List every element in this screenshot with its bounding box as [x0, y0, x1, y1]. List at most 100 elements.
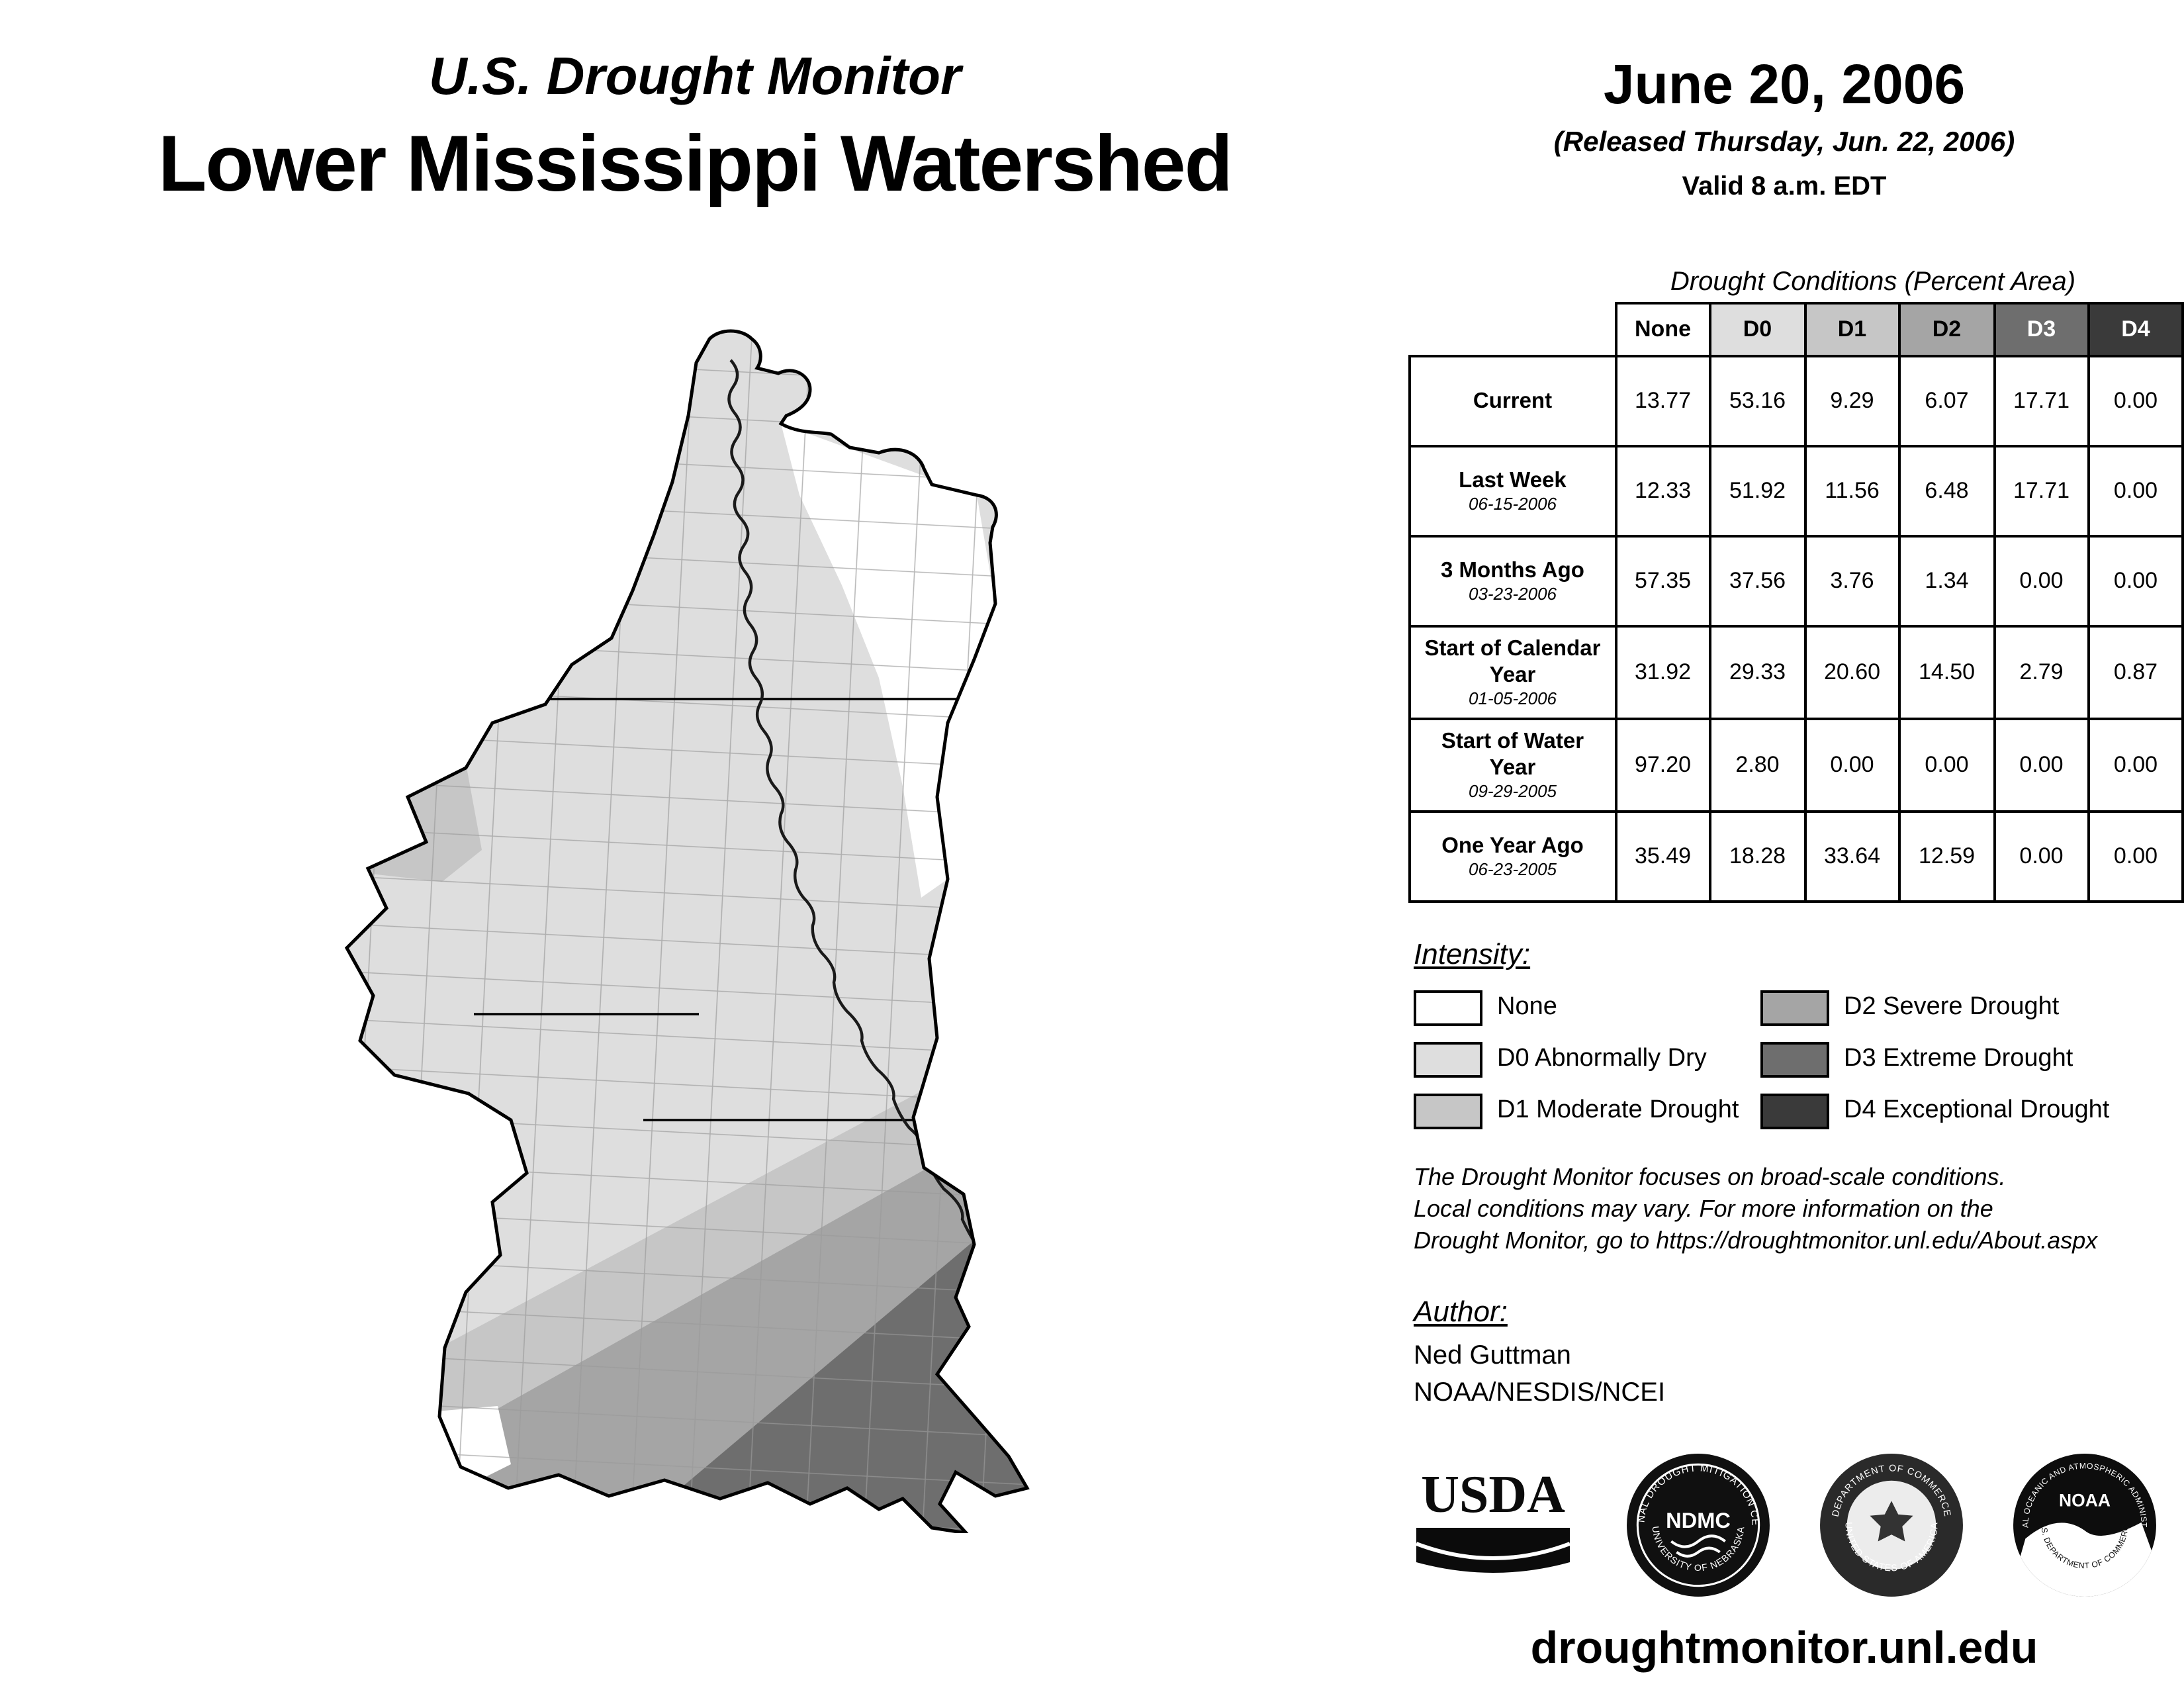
col-header-d0: D0: [1709, 302, 1806, 357]
usda-swoosh: [1416, 1528, 1570, 1573]
page-title: Lower Mississippi Watershed: [158, 119, 1233, 208]
legend-swatch-none: [1414, 990, 1482, 1025]
row-label: Start of Water Year 09-29-2005: [1408, 718, 1617, 813]
mississippi-river: [727, 359, 1027, 1402]
table-cell: 0.00: [2087, 355, 2184, 447]
table-cell: 29.33: [1709, 625, 1806, 720]
table-cell: 0.87: [2087, 625, 2184, 720]
legend-swatch-d3: [1760, 1041, 1829, 1077]
release-date: (Released Thursday, Jun. 22, 2006): [1553, 127, 2015, 158]
col-header-d1: D1: [1803, 302, 1901, 357]
table-cell: 57.35: [1614, 535, 1711, 628]
noaa-logo: NATIONAL OCEANIC AND ATMOSPHERIC ADMINIS…: [2012, 1452, 2156, 1597]
logo-row: USDA NATIONAL DROUGHT MITIGATION CENTER …: [1408, 1448, 2158, 1602]
row-label: One Year Ago 06-23-2005: [1408, 810, 1617, 903]
author-name: Ned Guttman: [1414, 1341, 1571, 1370]
table-cell: 18.28: [1709, 810, 1806, 903]
author-org: NOAA/NESDIS/NCEI: [1414, 1378, 1666, 1407]
table-cell: 3.76: [1803, 535, 1901, 628]
table-cell: 37.56: [1709, 535, 1806, 628]
legend-item-d1: D1 Moderate Drought: [1414, 1091, 1760, 1131]
table-cell: 33.64: [1803, 810, 1901, 903]
table-cell: 6.48: [1898, 445, 1995, 538]
legend-label: D0 Abnormally Dry: [1497, 1045, 1707, 1072]
table-cell: 0.00: [1993, 718, 2090, 813]
ndmc-logo: NATIONAL DROUGHT MITIGATION CENTER UNIVE…: [1625, 1452, 1770, 1597]
table-cell: 12.33: [1614, 445, 1711, 538]
table-header-row: None D0 D1 D2 D3 D4: [1410, 302, 2184, 357]
table-cell: 0.00: [2087, 535, 2184, 628]
intensity-heading: Intensity:: [1414, 937, 1531, 970]
table-cell: 1.34: [1898, 535, 1995, 628]
report-supertitle: U.S. Drought Monitor: [428, 48, 962, 106]
svg-text:NDMC: NDMC: [1666, 1508, 1731, 1532]
commerce-eagle-emblem: [1870, 1501, 1913, 1542]
legend-item-d0: D0 Abnormally Dry: [1414, 1039, 1760, 1079]
col-header-d4: D4: [2087, 302, 2184, 357]
author-heading: Author:: [1414, 1295, 1508, 1328]
disclaimer-line: Drought Monitor, go to https://droughtmo…: [1414, 1227, 2098, 1254]
table-cell: 6.07: [1898, 355, 1995, 447]
svg-text:USDA: USDA: [1421, 1466, 1565, 1524]
table-cell: 0.00: [2087, 810, 2184, 903]
legend-item-d2: D2 Severe Drought: [1760, 988, 2158, 1027]
table-cell: 2.79: [1993, 625, 2090, 720]
legend-label: D3 Extreme Drought: [1844, 1045, 2073, 1072]
legend-item-d4: D4 Exceptional Drought: [1760, 1091, 2158, 1131]
table-row: 3 Months Ago 03-23-2006 57.35 37.56 3.76…: [1408, 535, 2184, 628]
table-cell: 2.80: [1709, 718, 1806, 813]
col-header-d3: D3: [1993, 302, 2090, 357]
legend-item-none: None: [1414, 988, 1760, 1027]
table-cell: 17.71: [1993, 445, 2090, 538]
table-cell: 12.59: [1898, 810, 1995, 903]
noaa-gull: [2020, 1522, 2152, 1597]
usda-swoosh-arc: [1415, 1542, 1571, 1560]
legend-swatch-d0: [1414, 1041, 1482, 1077]
disclaimer: The Drought Monitor focuses on broad-sca…: [1414, 1161, 2181, 1256]
disclaimer-line: The Drought Monitor focuses on broad-sca…: [1414, 1164, 2006, 1190]
table-row: One Year Ago 06-23-2005 35.49 18.28 33.6…: [1408, 810, 2184, 903]
table-cell: 31.92: [1614, 625, 1711, 720]
date-block: June 20, 2006 (Released Thursday, Jun. 2…: [1416, 53, 2152, 203]
row-label: Start of Calendar Year 01-05-2006: [1408, 625, 1617, 720]
legend-label: None: [1497, 993, 1557, 1021]
col-header-none: None: [1614, 302, 1711, 357]
legend-swatch-d4: [1760, 1093, 1829, 1129]
watershed-map: [344, 329, 1030, 1533]
table-cell: 0.00: [1898, 718, 1995, 813]
commerce-seal-logo: DEPARTMENT OF COMMERCE UNITED STATES OF …: [1820, 1454, 1963, 1597]
row-label: 3 Months Ago 03-23-2006: [1408, 535, 1617, 628]
watershed-outline: [344, 329, 1030, 1533]
row-label: Last Week 06-15-2006: [1408, 445, 1617, 538]
table-cell: 11.56: [1803, 445, 1901, 538]
table-row: Last Week 06-15-2006 12.33 51.92 11.56 6…: [1408, 445, 2184, 538]
intensity-legend: None D0 Abnormally Dry D1 Moderate Droug…: [1414, 988, 2158, 1131]
col-header-d2: D2: [1898, 302, 1995, 357]
table-cell: 9.29: [1803, 355, 1901, 447]
state-boundaries: [474, 698, 995, 1121]
legend-item-d3: D3 Extreme Drought: [1760, 1039, 2158, 1079]
drought-table: None D0 D1 D2 D3 D4 Current 13.77 53.16 …: [1408, 302, 2184, 903]
usda-logo: USDA: [1415, 1466, 1571, 1573]
table-cell: 51.92: [1709, 445, 1806, 538]
table-cell: 0.00: [1993, 810, 2090, 903]
legend-label: D1 Moderate Drought: [1497, 1096, 1739, 1124]
table-row: Start of Water Year 09-29-2005 97.20 2.8…: [1408, 718, 2184, 813]
table-caption: Drought Conditions (Percent Area): [1670, 267, 2076, 297]
table-row: Start of Calendar Year 01-05-2006 31.92 …: [1408, 625, 2184, 720]
legend-label: D4 Exceptional Drought: [1844, 1096, 2110, 1124]
table-row: Current 13.77 53.16 9.29 6.07 17.71 0.00: [1408, 355, 2184, 447]
table-cell: 20.60: [1803, 625, 1901, 720]
ndmc-seal-circle: [1627, 1454, 1770, 1597]
report-header: U.S. Drought Monitor Lower Mississippi W…: [79, 48, 1310, 209]
table-cell: 0.00: [2087, 445, 2184, 538]
table-cell: 0.00: [1993, 535, 2090, 628]
table-cell: 97.20: [1614, 718, 1711, 813]
footer-url: droughtmonitor.unl.edu: [1530, 1623, 2038, 1673]
table-cell: 17.71: [1993, 355, 2090, 447]
disclaimer-line: Local conditions may vary. For more info…: [1414, 1196, 1993, 1222]
table-cell: 0.00: [2087, 718, 2184, 813]
county-boundaries: [347, 331, 1027, 1533]
table-cell: 13.77: [1614, 355, 1711, 447]
table-corner: [1410, 303, 1615, 356]
